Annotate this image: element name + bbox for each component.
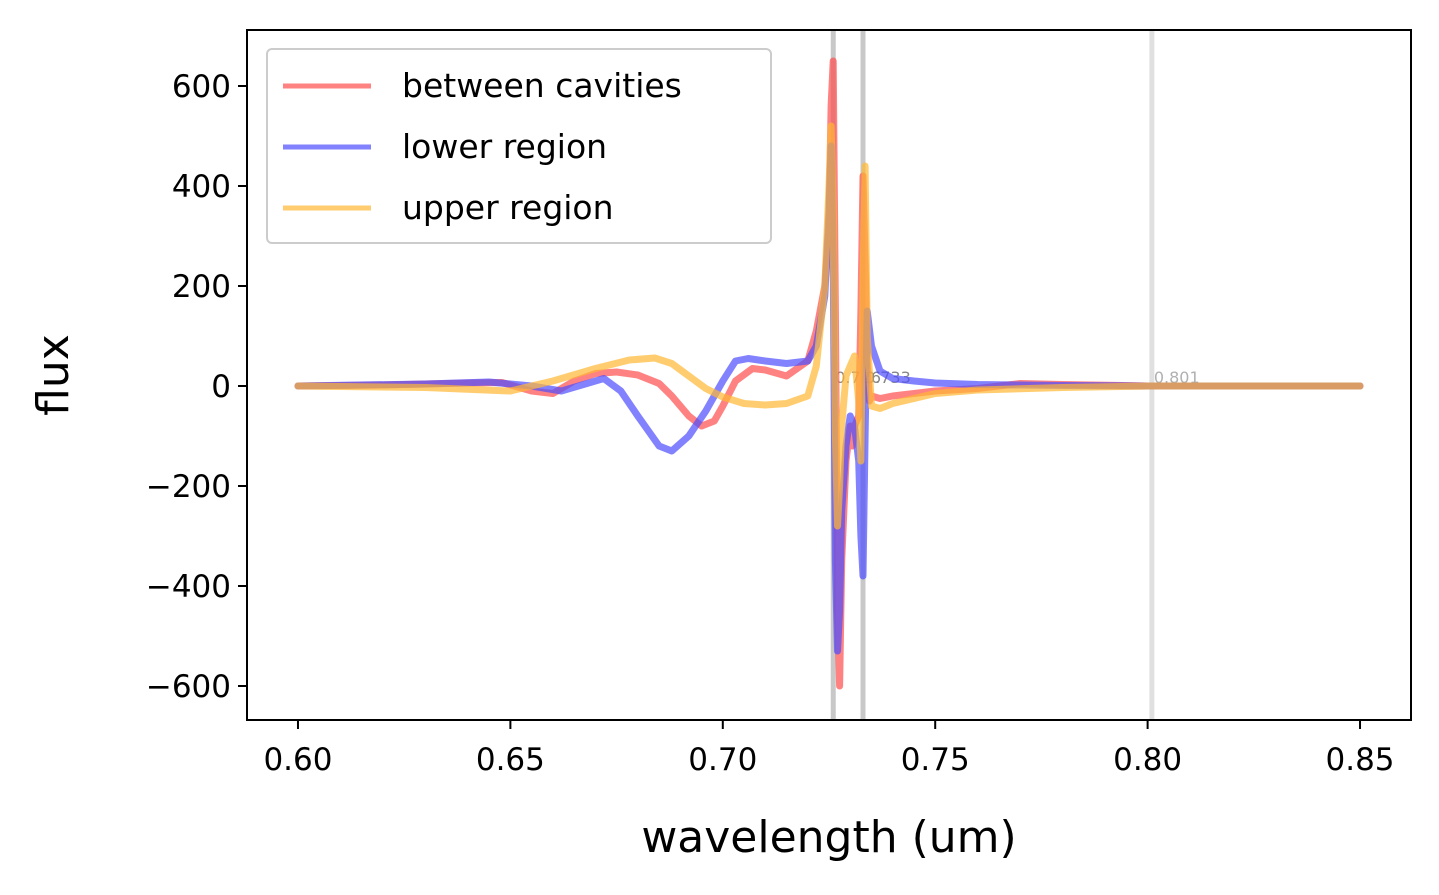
y-tick-label: 400 <box>172 169 231 205</box>
data-series <box>294 57 1364 690</box>
y-tick-label: −200 <box>146 469 231 505</box>
x-axis-label: wavelength (um) <box>641 812 1016 863</box>
series-line-3 <box>294 122 1364 530</box>
legend-label: between cavities <box>402 66 682 105</box>
y-tick-label: 0 <box>211 369 231 405</box>
series-line-1 <box>294 57 1364 690</box>
x-tick-label: 0.85 <box>1326 742 1395 778</box>
x-tick-label: 0.75 <box>901 742 970 778</box>
y-axis-ticks: 600 400 200 0 −200 −400 −600 <box>146 69 247 705</box>
legend-label: lower region <box>402 127 607 166</box>
reference-line-label: 0.801 <box>1154 368 1200 387</box>
y-axis-label: flux <box>28 334 79 416</box>
y-tick-label: 200 <box>172 269 231 305</box>
x-tick-label: 0.80 <box>1113 742 1182 778</box>
legend-box <box>266 48 772 244</box>
y-tick-label: 600 <box>172 69 231 105</box>
x-tick-label: 0.65 <box>476 742 545 778</box>
plot-frame <box>246 29 1412 721</box>
x-tick-label: 0.70 <box>688 742 757 778</box>
y-tick-label: −600 <box>146 669 231 705</box>
y-tick-label: −400 <box>146 569 231 605</box>
legend: between cavities lower region upper region <box>266 48 772 244</box>
legend-label: upper region <box>402 188 614 227</box>
x-axis-ticks: 0.60 0.65 0.70 0.75 0.80 0.85 <box>263 720 1395 778</box>
x-tick-label: 0.60 <box>263 742 332 778</box>
